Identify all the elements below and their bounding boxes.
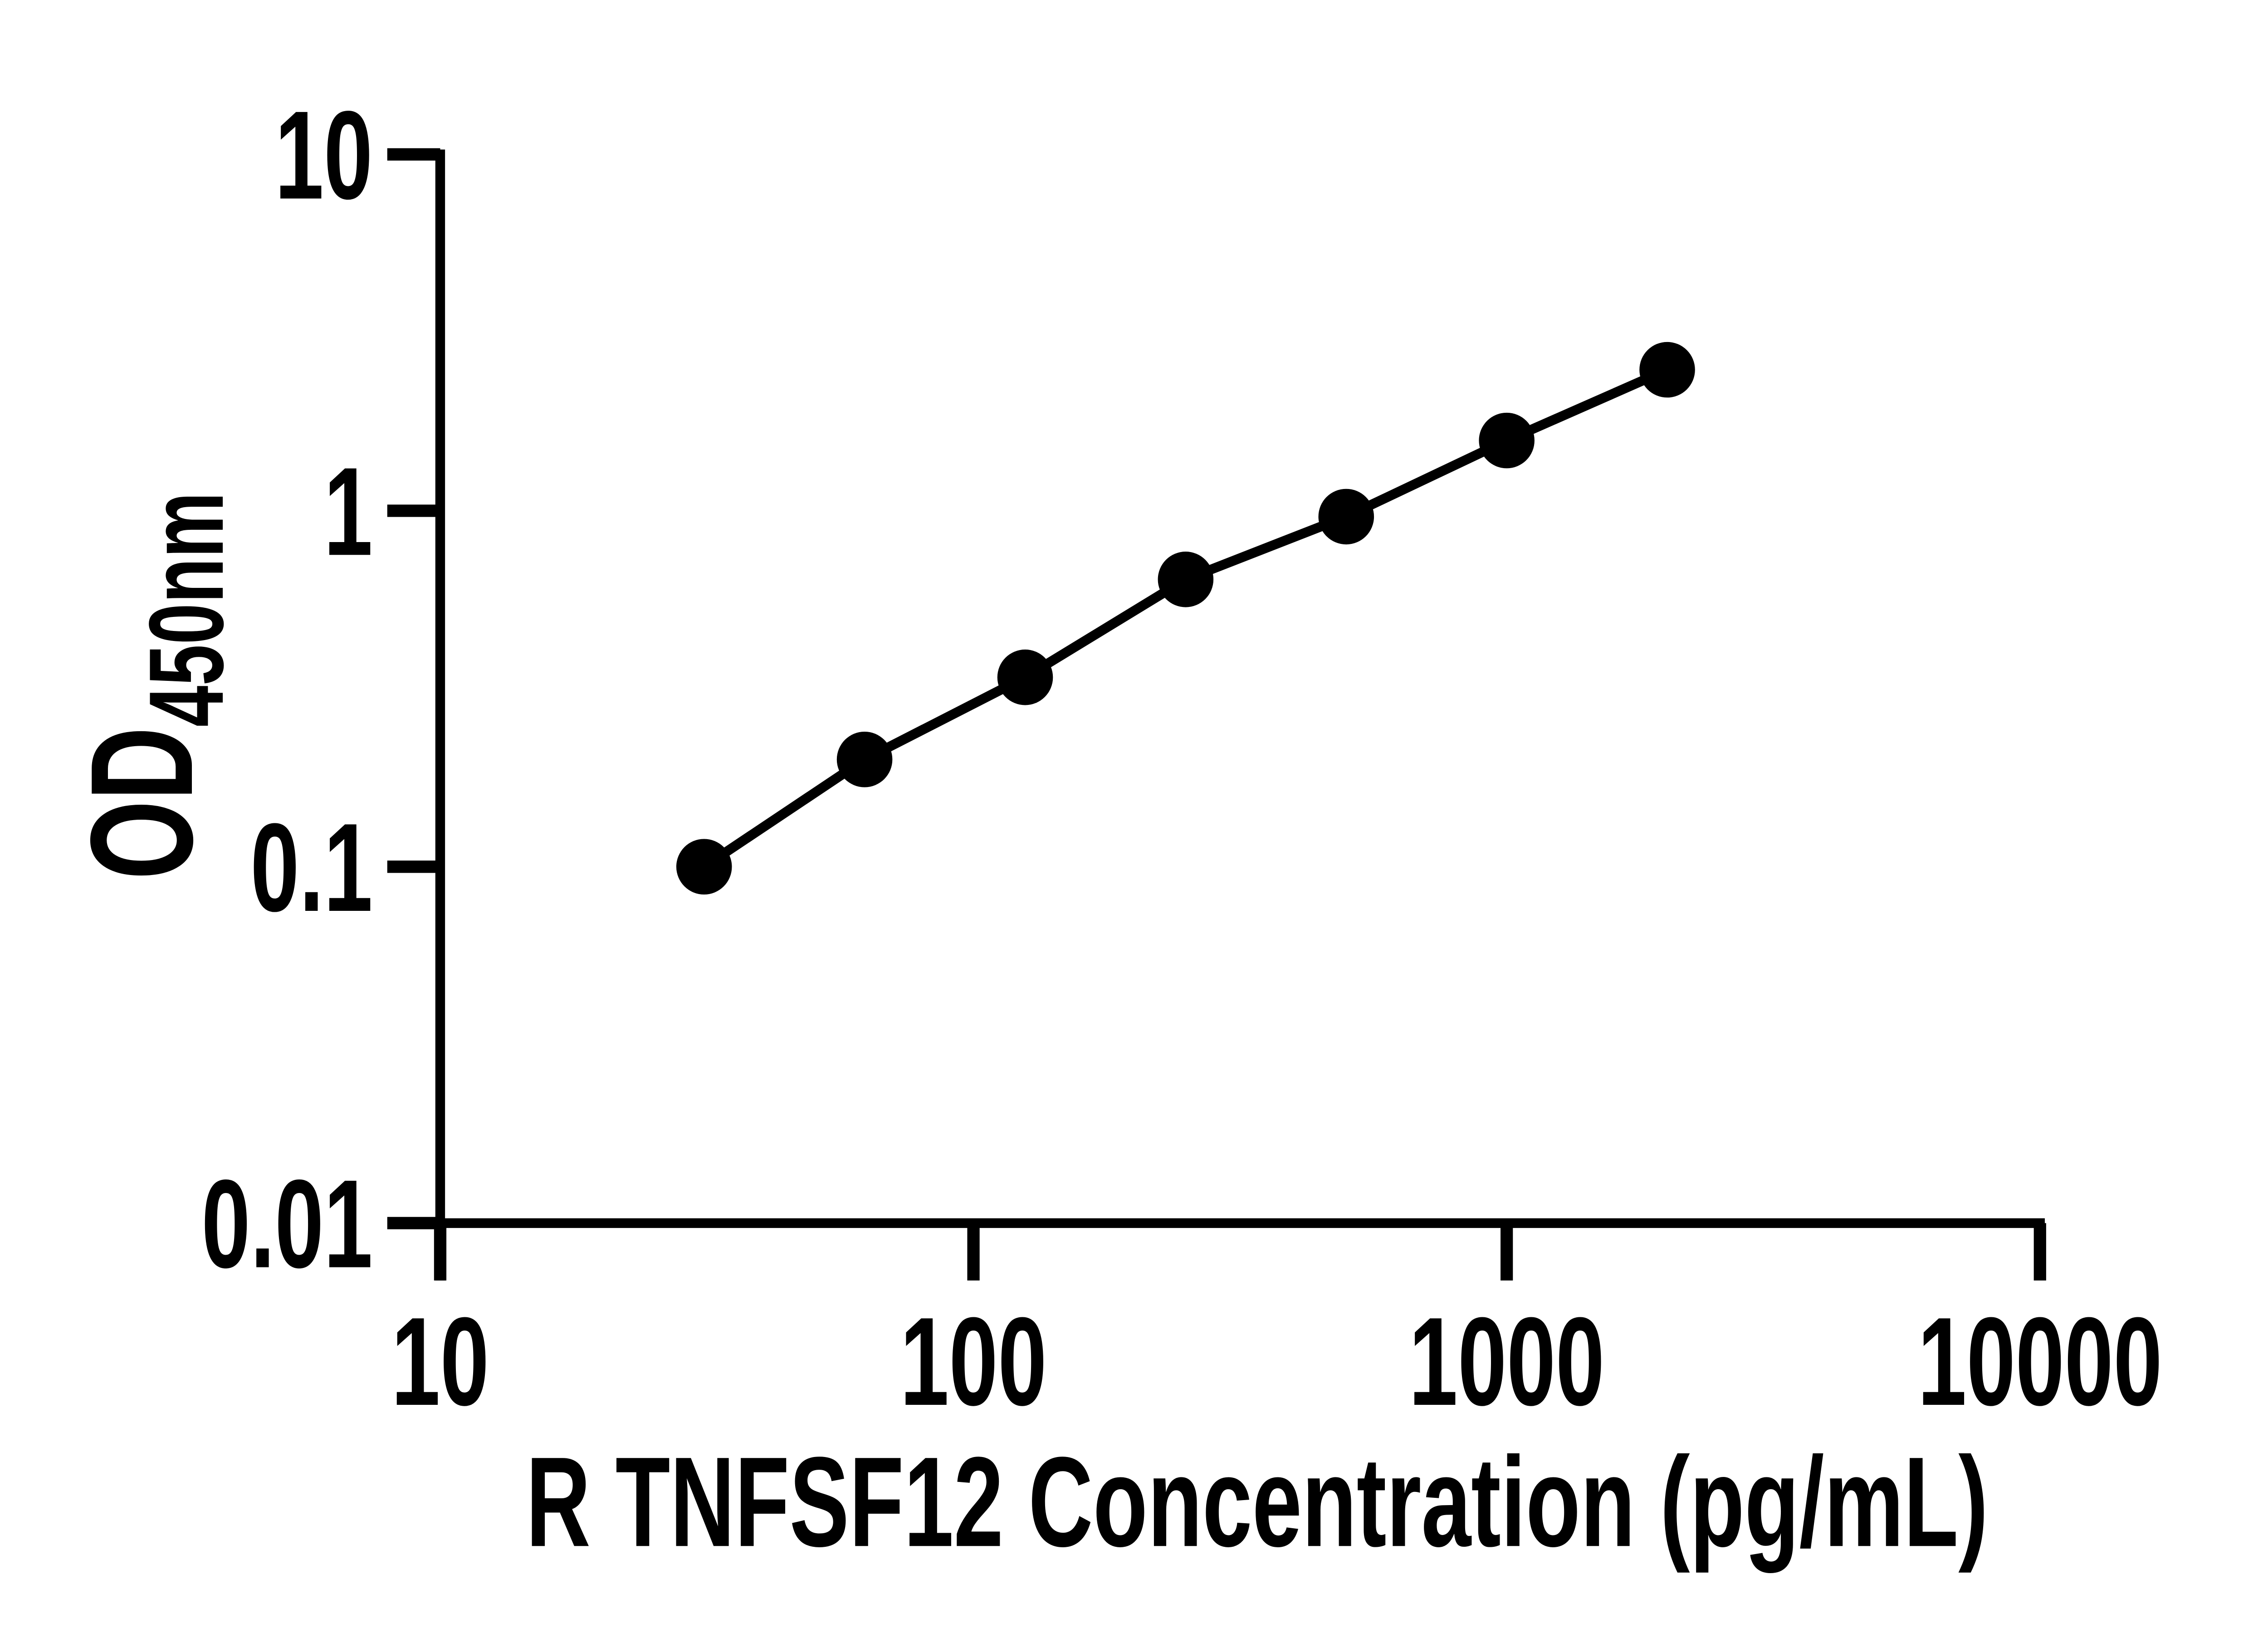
x-axis-title-group: R TNFSF12 Concentration (pg/mL) [526, 1430, 1988, 1573]
data-point [1639, 342, 1695, 398]
y-axis-title-group: OD450nm [60, 492, 245, 880]
elisa-standard-curve-figure: 10 1 0.1 0.01 10 100 1000 1000 [60, 84, 2162, 1574]
x-tick-label: 10000 [1918, 1291, 2162, 1432]
y-tick-label: 0.1 [250, 797, 373, 938]
x-tick-labels: 10 100 1000 10000 [391, 1291, 2162, 1432]
y-tick-labels: 10 1 0.1 0.01 [201, 84, 373, 1294]
x-tick-marks [434, 1223, 2046, 1281]
y-tick-label: 0.01 [201, 1153, 373, 1294]
y-axis-title-subscript: 450nm [127, 492, 245, 727]
data-point [836, 731, 893, 787]
y-tick-label: 1 [324, 441, 373, 582]
data-point [997, 649, 1053, 705]
series-layer [676, 342, 1695, 895]
data-point [1158, 552, 1214, 607]
standard-curve-chart: 10 1 0.1 0.01 10 100 1000 1000 [60, 84, 2162, 1574]
axes [435, 149, 2045, 1281]
x-tick-label: 100 [900, 1291, 1047, 1432]
x-tick-label: 1000 [1409, 1291, 1605, 1432]
data-point [676, 839, 732, 895]
x-axis-title: R TNFSF12 Concentration (pg/mL) [526, 1430, 1988, 1573]
data-point [1479, 412, 1535, 469]
y-axis-title: OD450nm [60, 492, 245, 880]
y-axis-title-main: OD [60, 727, 223, 880]
data-point [1318, 489, 1374, 545]
y-tick-marks [387, 148, 440, 1230]
y-tick-label: 10 [275, 84, 373, 225]
x-tick-label: 10 [391, 1291, 489, 1432]
